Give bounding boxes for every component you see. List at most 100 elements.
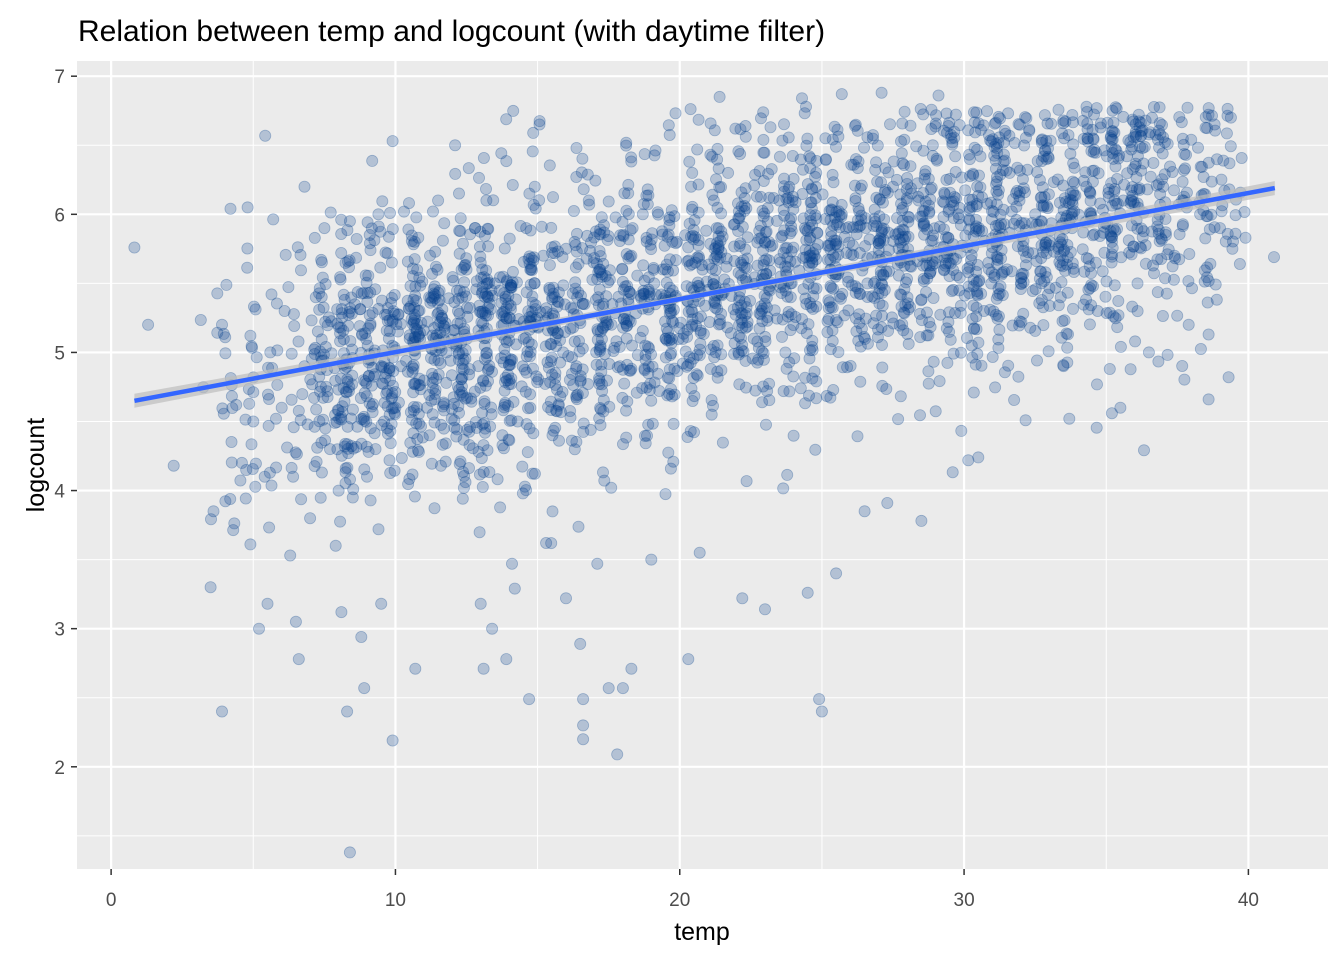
data-point	[663, 372, 676, 385]
data-point	[375, 597, 388, 610]
data-point	[526, 290, 539, 303]
data-point	[1061, 341, 1074, 354]
data-point	[363, 228, 376, 241]
data-point	[1051, 173, 1064, 186]
data-point	[992, 188, 1005, 201]
data-point	[360, 377, 373, 390]
data-point	[1013, 194, 1026, 207]
data-point	[335, 303, 348, 316]
data-point	[1176, 218, 1189, 231]
x-axis-title: temp	[674, 918, 730, 946]
data-point	[360, 470, 373, 483]
data-point	[1176, 359, 1189, 372]
data-point	[651, 206, 664, 219]
data-point	[584, 244, 597, 257]
data-point	[813, 693, 826, 706]
data-point	[463, 363, 476, 376]
data-point	[810, 212, 823, 225]
data-point	[665, 347, 678, 360]
data-point	[1080, 100, 1093, 113]
data-point	[506, 178, 519, 191]
data-point	[491, 473, 504, 486]
data-point	[366, 154, 379, 167]
data-point	[473, 240, 486, 253]
data-point	[365, 379, 378, 392]
data-point	[479, 306, 492, 319]
data-point	[647, 261, 660, 274]
data-point	[1178, 373, 1191, 386]
data-point	[342, 319, 355, 332]
data-point	[949, 108, 962, 121]
data-point	[776, 229, 789, 242]
data-point	[896, 223, 909, 236]
data-point	[924, 183, 937, 196]
data-point	[564, 322, 577, 335]
data-point	[1005, 205, 1018, 218]
data-point	[991, 253, 1004, 266]
data-point	[853, 246, 866, 259]
data-point	[1039, 241, 1052, 254]
data-point	[1037, 319, 1050, 332]
data-point	[985, 247, 998, 260]
data-point	[526, 145, 539, 158]
data-point	[410, 211, 423, 224]
data-point	[778, 118, 791, 131]
data-point	[637, 284, 650, 297]
data-point	[829, 251, 842, 264]
data-point	[445, 412, 458, 425]
data-point	[990, 178, 1003, 191]
data-point	[504, 377, 517, 390]
data-point	[245, 341, 258, 354]
data-point	[827, 176, 840, 189]
data-point	[662, 446, 675, 459]
data-point	[963, 223, 976, 236]
data-point	[682, 653, 695, 666]
data-point	[454, 388, 467, 401]
data-point	[1159, 226, 1172, 239]
data-point	[386, 135, 399, 148]
data-point	[1086, 123, 1099, 136]
data-point	[1137, 157, 1150, 170]
data-point	[611, 361, 624, 374]
data-point	[142, 318, 155, 331]
data-point	[438, 404, 451, 417]
data-point	[617, 230, 630, 243]
data-point	[334, 271, 347, 284]
data-point	[827, 249, 840, 262]
data-point	[992, 282, 1005, 295]
data-point	[1064, 147, 1077, 160]
data-point	[949, 150, 962, 163]
data-point	[1098, 144, 1111, 157]
data-point	[556, 385, 569, 398]
data-point	[386, 223, 399, 236]
data-point	[878, 213, 891, 226]
data-point	[796, 187, 809, 200]
data-point	[761, 314, 774, 327]
data-point	[810, 282, 823, 295]
data-point	[220, 278, 233, 291]
data-point	[755, 231, 768, 244]
data-point	[294, 264, 307, 277]
data-point	[686, 166, 699, 179]
data-point	[496, 306, 509, 319]
y-tick-label: 3	[54, 620, 65, 641]
data-point	[662, 119, 675, 132]
data-point	[1089, 146, 1102, 159]
data-point	[1186, 282, 1199, 295]
data-point	[543, 259, 556, 272]
data-point	[287, 470, 300, 483]
data-point	[893, 233, 906, 246]
data-point	[381, 400, 394, 413]
data-point	[1061, 286, 1074, 299]
data-point	[351, 420, 364, 433]
data-point	[500, 113, 513, 126]
data-point	[456, 389, 469, 402]
data-point	[883, 244, 896, 257]
data-point	[873, 193, 886, 206]
data-point	[710, 173, 723, 186]
data-point	[581, 229, 594, 242]
data-point	[570, 393, 583, 406]
data-point	[577, 693, 590, 706]
data-point	[204, 581, 217, 594]
